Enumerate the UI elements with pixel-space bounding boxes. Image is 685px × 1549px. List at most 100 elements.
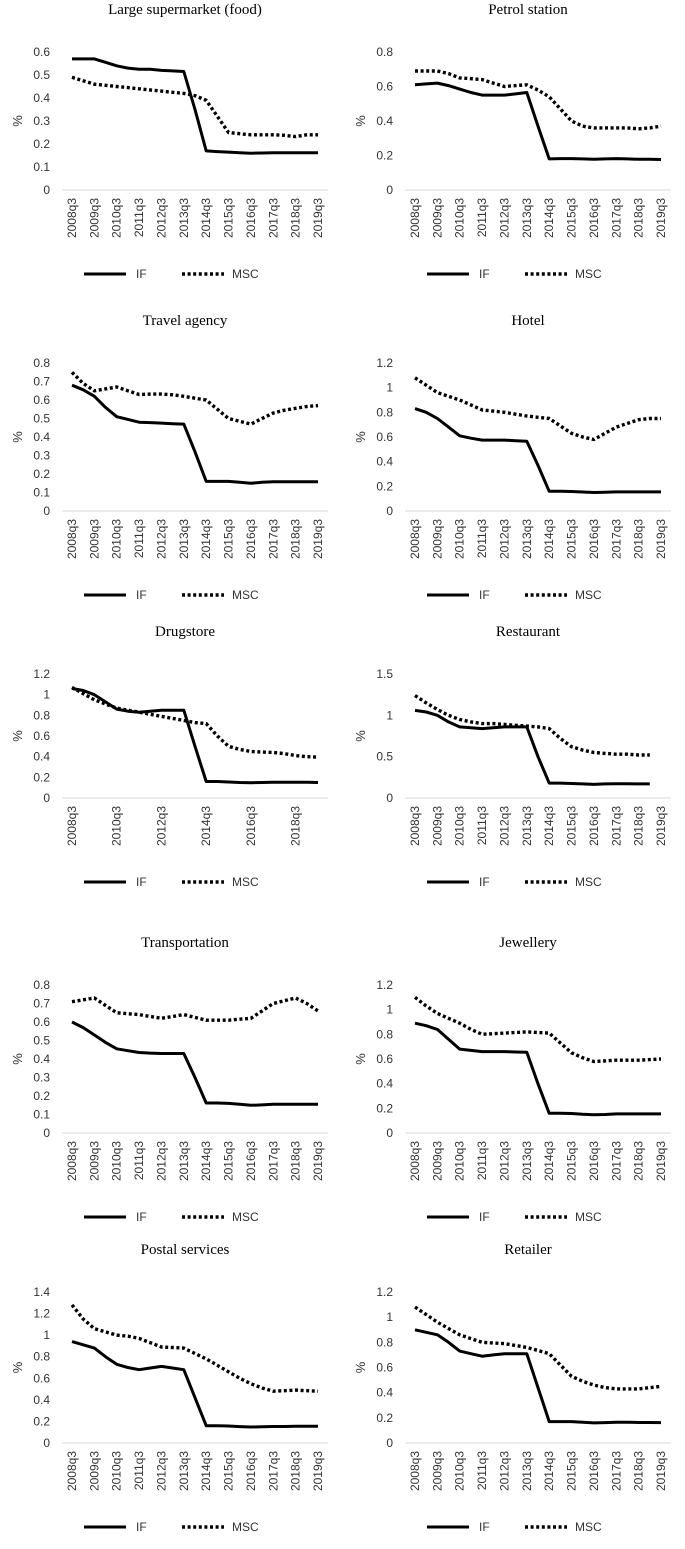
y-tick-label: 0.6: [376, 80, 393, 94]
x-tick-label: 2012q3: [154, 1141, 168, 1181]
x-tick-label: 2011q3: [132, 1141, 146, 1180]
y-axis-label: %: [10, 1361, 25, 1373]
x-tick-label: 2019q3: [311, 198, 325, 238]
legend-label-msc: MSC: [575, 875, 602, 889]
x-tick-label: 2018q3: [289, 806, 303, 846]
x-tick-label: 2015q3: [222, 1141, 236, 1181]
x-tick-label: 2018q3: [289, 519, 303, 559]
x-tick-label: 2014q3: [542, 1451, 556, 1491]
x-tick-label: 2008q3: [408, 1451, 422, 1491]
y-tick-label: 0.6: [376, 1052, 393, 1066]
y-tick-label: 0.3: [33, 1071, 50, 1085]
chart-title: Transportation: [141, 935, 229, 951]
y-tick-label: 0.4: [33, 750, 50, 764]
x-tick-label: 2009q3: [87, 198, 101, 238]
y-axis-label: %: [353, 730, 368, 742]
y-tick-label: 0.1: [33, 1108, 50, 1122]
x-tick-label: 2016q3: [244, 1451, 258, 1491]
y-tick-label: 1: [386, 1310, 393, 1324]
series-line-if: [414, 407, 661, 494]
legend-label-if: IF: [136, 267, 147, 281]
y-tick-label: 1: [386, 1003, 393, 1017]
x-tick-label: 2014q3: [542, 806, 556, 846]
x-tick-label: 2014q3: [542, 519, 556, 559]
y-tick-label: 0.2: [33, 137, 50, 151]
y-tick-label: 0.8: [376, 1335, 393, 1349]
x-tick-label: 2013q3: [520, 1141, 534, 1181]
x-tick-label: 2015q3: [222, 519, 236, 559]
chart-svg: Large supermarket (food)% 0 0.1 0.2 0.3 0.4 0.…: [10, 2, 328, 281]
y-tick-label: 0.1: [33, 486, 50, 500]
legend-label-if: IF: [136, 588, 147, 602]
y-tick-label: 0.4: [33, 1052, 50, 1066]
x-tick-label: 2016q3: [587, 198, 601, 238]
x-tick-label: 2008q3: [408, 519, 422, 559]
x-tick-label: 2011q3: [475, 519, 489, 558]
series-line-msc: [70, 371, 319, 426]
x-tick-label: 2012q3: [497, 1141, 511, 1181]
y-axis-label: %: [10, 730, 25, 742]
series-line-if: [71, 1340, 318, 1429]
y-axis-label: %: [353, 115, 368, 127]
series-line-msc: [414, 1305, 662, 1391]
y-tick-label: 0.8: [33, 978, 50, 992]
x-tick-label: 2019q3: [654, 198, 668, 238]
x-tick-label: 2011q3: [475, 1141, 489, 1180]
x-tick-label: 2013q3: [177, 1451, 191, 1491]
series-line-msc: [413, 995, 662, 1064]
y-tick-label: 0.1: [33, 160, 50, 174]
x-tick-label: 2010q3: [453, 1141, 467, 1181]
y-tick-label: 0.6: [376, 1361, 393, 1375]
y-tick-label: 0.5: [33, 68, 50, 82]
y-tick-label: 0.8: [376, 405, 393, 419]
chart-title: Restaurant: [496, 624, 561, 640]
x-tick-label: 2012q3: [154, 198, 168, 238]
x-tick-label: 2018q3: [289, 198, 303, 238]
x-tick-label: 2013q3: [177, 519, 191, 559]
legend-label-if: IF: [479, 1520, 490, 1534]
y-tick-label: 0.6: [33, 1015, 50, 1029]
y-tick-label: 1: [386, 708, 393, 722]
x-tick-label: 2017q3: [609, 198, 623, 238]
legend-label-msc: MSC: [232, 1520, 259, 1534]
y-tick-label: 1.2: [33, 1307, 50, 1321]
y-tick-label: 0.2: [33, 1414, 50, 1428]
y-tick-label: 0.4: [376, 1077, 393, 1091]
series-line-if: [414, 1328, 662, 1425]
y-tick-label: 0: [43, 791, 50, 805]
y-tick-label: 0: [386, 504, 393, 518]
series-line-if: [414, 708, 650, 786]
legend-label-msc: MSC: [232, 1210, 259, 1224]
chart-title: Travel agency: [143, 313, 228, 329]
x-tick-label: 2008q3: [408, 806, 422, 846]
x-tick-label: 2008q3: [65, 1451, 79, 1491]
y-tick-label: 0.7: [33, 997, 50, 1011]
y-tick-label: 0.6: [33, 393, 50, 407]
x-tick-label: 2014q3: [199, 1451, 213, 1491]
x-tick-label: 2014q3: [199, 519, 213, 559]
x-tick-label: 2012q3: [497, 806, 511, 846]
legend-label-msc: MSC: [232, 875, 259, 889]
x-tick-label: 2015q3: [565, 519, 579, 559]
x-tick-label: 2010q3: [110, 519, 124, 559]
y-tick-label: 0: [43, 504, 50, 518]
chart-svg: Transportation% 0 0.1 0.2 0.3 0.4 0.5 0.6 0.7 0.8…: [10, 935, 328, 1224]
chart-panel: Drugstore% 0 0.2 0.4 0.6 0.8 1 1.2 2008q3 2010q3 2…: [0, 622, 342, 931]
y-tick-label: 1: [43, 688, 50, 702]
y-tick-label: 0.6: [33, 1371, 50, 1385]
y-axis-label: %: [353, 431, 368, 443]
x-tick-label: 2013q3: [520, 198, 534, 238]
chart-panel: Hotel% 0 0.2 0.4 0.6 0.8 1 1.2 2008q3 2009q3 2010q…: [343, 311, 685, 620]
legend-label-msc: MSC: [575, 267, 602, 281]
x-tick-label: 2017q3: [609, 1141, 623, 1181]
series-line-if: [414, 81, 662, 161]
x-tick-label: 2014q3: [199, 198, 213, 238]
y-tick-label: 0.5: [33, 412, 50, 426]
y-axis-label: %: [10, 431, 25, 443]
x-tick-label: 2018q3: [632, 519, 646, 559]
y-tick-label: 0: [386, 1126, 393, 1140]
y-tick-label: 0.8: [33, 1350, 50, 1364]
y-axis-label: %: [10, 1053, 25, 1065]
x-tick-label: 2011q3: [132, 519, 146, 558]
x-tick-label: 2014q3: [199, 806, 213, 846]
